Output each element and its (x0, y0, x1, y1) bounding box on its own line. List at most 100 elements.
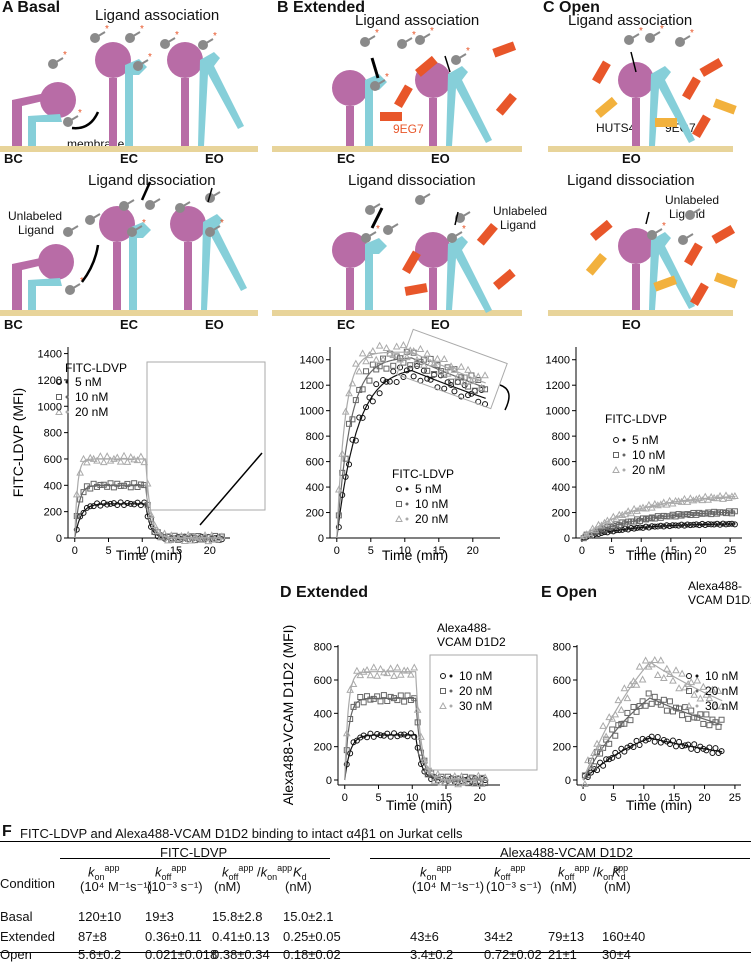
svg-text:*: * (78, 108, 82, 119)
alpha-headpiece (170, 206, 206, 242)
data-point (367, 730, 374, 737)
alpha-leg (113, 242, 121, 310)
data-point (107, 500, 114, 507)
y-tick-label: 600 (306, 457, 324, 469)
x-tick-label: 10 (136, 545, 148, 557)
data-point (352, 397, 359, 404)
data-point (376, 363, 383, 370)
unlabeled-ligand (678, 233, 694, 245)
data-point (391, 695, 398, 702)
data-point (685, 741, 692, 748)
data-point (353, 666, 361, 674)
svg-text:*: * (690, 28, 694, 39)
table-cell: 5.6±0.2 (78, 947, 122, 962)
arrow (645, 211, 650, 225)
data-point (651, 499, 659, 507)
data-point (679, 712, 686, 719)
col-unit-4: (10⁴ M⁻¹s⁻¹) (412, 879, 485, 894)
data-point (133, 456, 142, 464)
data-point (440, 773, 449, 781)
y-tick-label: 800 (44, 428, 62, 440)
data-point (467, 773, 476, 781)
svg-text:*: * (63, 50, 67, 61)
data-point (454, 378, 461, 385)
data-point (617, 705, 626, 713)
data-point (600, 518, 609, 526)
svg-text:*: * (140, 24, 144, 35)
col-header-0: konapp (88, 863, 120, 882)
data-point (638, 675, 647, 683)
c-assoc-title: Ligand association (568, 12, 693, 29)
data-point (660, 696, 667, 703)
b-unlabeled-1: Unlabeled (493, 204, 548, 218)
data-point (602, 732, 610, 740)
y-tick-label: 200 (553, 742, 571, 754)
data-point (454, 780, 462, 788)
table-rule (60, 858, 330, 859)
data-point (372, 355, 381, 363)
table-cell: 120±10 (78, 909, 122, 924)
data-point (579, 531, 588, 539)
data-point (712, 719, 719, 726)
data-point (467, 377, 476, 385)
data-point (703, 747, 710, 754)
data-point (97, 481, 104, 488)
data-point (711, 702, 720, 710)
x-tick-label: 15 (170, 545, 182, 557)
ligand: * (415, 26, 434, 45)
bent-beta (28, 278, 62, 310)
data-point (73, 526, 80, 533)
data-point (443, 369, 452, 377)
data-point (590, 748, 598, 757)
data-point (672, 522, 679, 529)
data-point (374, 731, 381, 738)
data-point (731, 508, 738, 515)
y-tick-label: 1400 (300, 355, 324, 367)
data-point (414, 719, 421, 726)
ligand: * (160, 30, 179, 49)
data-point (184, 530, 192, 538)
data-point (703, 711, 710, 718)
unlabeled-ligand (365, 203, 381, 215)
data-point (150, 520, 159, 528)
y-tick-label: 600 (552, 457, 570, 469)
data-point (705, 521, 712, 528)
unlabeled-ligand (383, 223, 399, 235)
data-point (587, 761, 595, 769)
data-point (360, 699, 367, 706)
data-point (708, 685, 717, 693)
legend-marker (440, 688, 446, 694)
data-point (642, 504, 650, 512)
legend-title: FITC-LDVP (65, 361, 127, 375)
legend-marker (440, 673, 446, 679)
data-point (666, 740, 673, 747)
row-condition-0: Basal (0, 909, 33, 924)
table-cell: 0.72±0.02 (484, 947, 542, 962)
beta-subunit (365, 74, 387, 146)
data-point (409, 346, 418, 355)
data-point (413, 355, 421, 363)
data-point (87, 485, 94, 492)
data-point (700, 745, 707, 752)
table-cell: 3.4±0.2 (410, 947, 454, 962)
data-point (699, 520, 706, 527)
legend-label-20nM: 20 nM (632, 463, 665, 477)
data-point (157, 533, 165, 541)
legend-label-5nM: 5 nM (415, 482, 442, 496)
data-point (167, 531, 176, 539)
unlabeled-ligand (63, 225, 79, 237)
svg-text:*: * (175, 30, 179, 41)
data-point (705, 694, 714, 702)
x-tick-label: 10 (399, 545, 411, 557)
ligand: * (624, 26, 643, 45)
data-point (728, 520, 735, 527)
data-point (645, 690, 652, 697)
data-point (430, 776, 439, 784)
y-axis-label: Alexa488-VCAM D1D2 (MFI) (280, 625, 296, 806)
data-point (386, 664, 395, 672)
panel-b-label: B Extended (277, 0, 366, 16)
beta-subunit (365, 238, 387, 310)
b-9eg7-label: 9EG7 (393, 122, 424, 136)
data-point (366, 671, 375, 679)
data-point (437, 372, 444, 379)
